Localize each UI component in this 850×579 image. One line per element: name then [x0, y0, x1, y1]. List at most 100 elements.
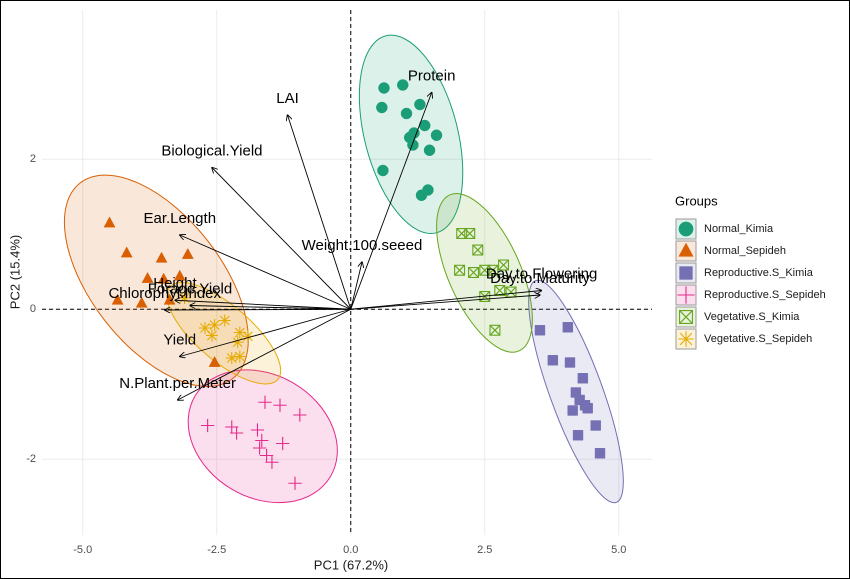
point: [103, 216, 116, 228]
point: [229, 426, 244, 440]
point: [472, 244, 484, 256]
point: [258, 395, 272, 409]
point: [120, 246, 133, 258]
point: [418, 119, 431, 132]
point: [590, 420, 601, 431]
loading-label: Ear.Length: [143, 210, 216, 227]
y-axis-label: PC2 (15.4%): [7, 235, 22, 309]
loading-arrow: [175, 300, 351, 310]
point: [241, 330, 254, 343]
point: [111, 293, 124, 305]
point: [155, 251, 168, 263]
legend-label: Vegetative.S_Sepideh: [704, 333, 812, 345]
loading-arrow: [350, 93, 432, 310]
point: [487, 264, 499, 276]
point: [594, 448, 606, 459]
point: [231, 336, 244, 349]
point: [376, 101, 388, 114]
point: [534, 325, 546, 336]
point: [198, 321, 212, 335]
point: [135, 296, 148, 308]
loading-arrow: [350, 291, 542, 310]
point: [157, 272, 170, 284]
point: [498, 259, 510, 271]
legend-title: Groups: [675, 193, 718, 208]
point: [208, 318, 221, 332]
point: [547, 355, 559, 366]
point: [377, 164, 389, 177]
point: [396, 79, 409, 91]
loading-label: Forage.Yield: [148, 280, 233, 297]
loading-label: N.Plant.per.Meter: [119, 375, 236, 392]
legend-label: Reproductive.S_Kimia: [704, 267, 814, 279]
point: [582, 403, 593, 414]
loading-arrow: [180, 308, 351, 356]
loading-label: Day.to.Flowering: [486, 265, 597, 282]
point: [163, 293, 176, 305]
legend-symbol: [678, 221, 694, 237]
point: [201, 418, 215, 433]
y-tick-label: -2: [26, 453, 36, 465]
group-ellipse: [436, 193, 533, 353]
point: [288, 476, 302, 490]
loading-arrow: [288, 115, 352, 310]
point: [572, 430, 584, 441]
point: [400, 107, 413, 120]
point: [430, 129, 443, 141]
point: [414, 98, 426, 111]
loading-arrow: [165, 309, 351, 310]
point: [181, 247, 194, 259]
point: [265, 455, 279, 469]
legend-symbol: [678, 242, 694, 257]
loading-label: Protein: [408, 67, 456, 84]
loading-label: Chlorophyl.Index: [108, 285, 221, 302]
loading-arrow: [350, 295, 540, 310]
point: [407, 139, 419, 151]
loading-arrow: [180, 235, 351, 310]
x-axis-label: PC1 (67.2%): [314, 557, 388, 572]
point: [253, 441, 267, 455]
point: [255, 433, 269, 448]
loading-label: Yield: [163, 331, 196, 348]
point: [422, 184, 434, 196]
loading-label: Weight.100.seeed: [302, 237, 423, 254]
loading-arrow: [190, 306, 351, 310]
x-tick-label: -5.0: [73, 544, 92, 556]
point: [173, 269, 186, 281]
point: [562, 322, 574, 333]
legend-label: Normal_Sepideh: [704, 245, 786, 257]
point: [208, 355, 221, 367]
loading-arrow: [212, 168, 352, 310]
loading-label: LAI: [276, 90, 299, 107]
point: [233, 350, 246, 363]
loading-arrow: [350, 262, 362, 310]
loading-label: Biological.Yield: [161, 142, 262, 159]
point: [378, 82, 390, 94]
point: [564, 357, 576, 368]
x-tick-label: 5.0: [611, 544, 626, 556]
point: [225, 351, 238, 365]
legend-symbol: [679, 266, 693, 280]
legend-symbol: [679, 310, 693, 324]
x-tick-label: 0.0: [343, 544, 358, 556]
x-tick-label: 2.5: [477, 544, 492, 556]
point: [489, 324, 501, 336]
group-ellipse: [187, 369, 338, 504]
y-tick-label: 2: [30, 153, 36, 165]
point: [276, 436, 290, 451]
point: [577, 373, 589, 384]
loading-arrow: [178, 308, 351, 400]
point: [205, 329, 218, 342]
point: [250, 423, 265, 437]
legend-label: Reproductive.S_Sepideh: [704, 289, 826, 301]
point: [468, 267, 480, 278]
point: [141, 271, 154, 283]
point: [259, 448, 274, 463]
group-ellipse: [63, 174, 249, 387]
point: [464, 228, 476, 239]
point: [273, 398, 287, 412]
x-tick-label: -2.5: [207, 544, 226, 556]
point: [454, 264, 466, 276]
